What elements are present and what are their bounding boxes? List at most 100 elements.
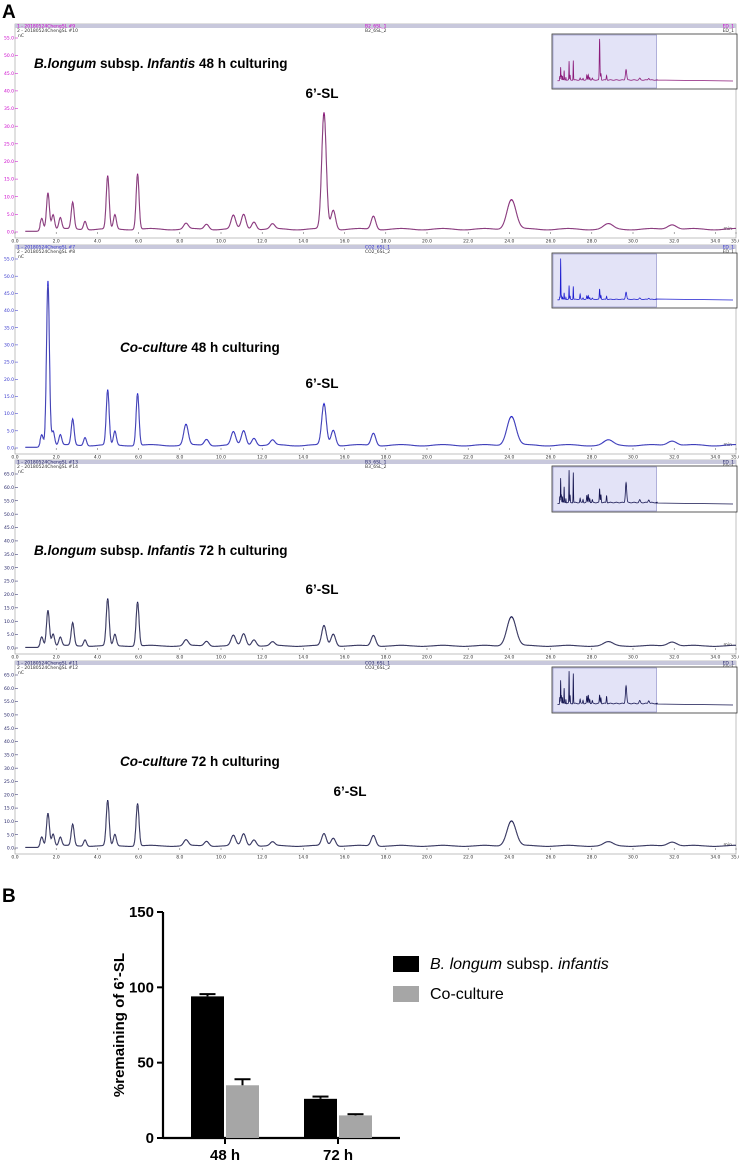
x-tick-label: 0.0 (11, 455, 18, 461)
chromatogram-trace (25, 112, 737, 232)
header-bar (15, 460, 736, 464)
y-tick-label: 100 (129, 979, 154, 996)
inset-zoom-region (552, 466, 657, 512)
chromatogram-trace (25, 598, 737, 649)
chromatogram-1: 1 - 20180524ChengSL #9 B2_6SL_1 ED_1 2 - 20… (4, 24, 739, 245)
y-tick-label: 40.0 (4, 308, 14, 314)
x-tick-label: 30.0 (628, 239, 638, 245)
inset-zoom-region (552, 667, 657, 713)
x-tick-label: 34.0 (710, 239, 720, 245)
x-tick-label: 16.0 (340, 455, 350, 461)
y-tick-label: 45.0 (4, 291, 14, 297)
header-left: 1 - 20180524ChengSL #9 (17, 24, 75, 30)
x-tick-label: 35.0 (731, 855, 739, 861)
x-tick-label: 6.0 (135, 455, 142, 461)
legend-swatch (393, 956, 419, 972)
x-tick-label: 18.0 (381, 655, 391, 661)
x-tick-label: 0.0 (11, 655, 18, 661)
y-tick-label: 55.0 (4, 257, 14, 263)
x-tick-label: 22.0 (463, 855, 473, 861)
x-tick-label: 20.0 (422, 855, 432, 861)
x-unit-label: min (724, 642, 733, 648)
x-tick-label: 4.0 (94, 455, 101, 461)
x-tick-label: 12.0 (257, 655, 267, 661)
x-tick-label: 24.0 (504, 239, 514, 245)
y-tick-label: 35.0 (4, 106, 14, 112)
y-tick-label: 150 (129, 904, 154, 921)
x-tick-label: 2.0 (53, 239, 60, 245)
chromatogram-title-part: Infantis (147, 56, 195, 71)
y-tick-label: 20.0 (4, 377, 14, 383)
x-tick-label: 20.0 (422, 655, 432, 661)
chromatogram-2: 1 - 20180524ChengSL #7 CO2_6SL_1 ED_1 2 - 2… (4, 245, 739, 461)
inset-trace (557, 258, 734, 301)
header-mid: CO2_6SL_1 (365, 245, 390, 251)
x-tick-label: 4.0 (94, 855, 101, 861)
y-tick-label: 25.0 (4, 779, 14, 785)
x-tick-label: 32.0 (669, 655, 679, 661)
legend-label-part: B. longum (430, 956, 502, 973)
x-tick-label: 26.0 (546, 455, 556, 461)
chromatogram-title-part: Co-culture (120, 754, 188, 769)
x-tick-label: 18.0 (381, 455, 391, 461)
x-tick-label: 0.0 (11, 855, 18, 861)
x-tick-label: 34.0 (710, 855, 720, 861)
x-tick-label: 35.0 (731, 655, 739, 661)
x-tick-label: 24.0 (504, 855, 514, 861)
x-tick-label: 35.0 (731, 455, 739, 461)
legend-swatch (393, 986, 419, 1002)
y-tick-label: 15.0 (4, 806, 14, 812)
chromatogram-title: Co-culture 48 h culturing (120, 340, 280, 355)
legend-label-part: infantis (558, 956, 609, 973)
x-tick-label: 2.0 (53, 455, 60, 461)
x-tick-label: 28.0 (587, 855, 597, 861)
x-tick-label: 30.0 (628, 855, 638, 861)
header-left: 2 - 20180524ChengSL #12 (17, 665, 78, 671)
chromatogram-title-part: Co-culture (120, 340, 188, 355)
y-tick-label: 65.0 (4, 673, 14, 679)
x-tick-label: 10.0 (216, 455, 226, 461)
header-left: 2 - 20180524ChengSL #8 (17, 249, 75, 255)
chromatogram-title: B.longum subsp. Infantis 48 h culturing (34, 56, 288, 71)
x-tick-label: 35.0 (731, 239, 739, 245)
inset-trace (557, 671, 734, 706)
x-tick-label: 2.0 (53, 655, 60, 661)
y-tick-label: 30.0 (4, 343, 14, 349)
y-tick-label: 10.0 (4, 194, 14, 200)
chromatogram-title-part: 48 h culturing (195, 56, 287, 71)
y-tick-label: 25.0 (4, 360, 14, 366)
header-mid: B2_6SL_2 (365, 28, 387, 34)
header-mid: B3_6SL_2 (365, 464, 387, 470)
panel-a-chromatograms: 1 - 20180524ChengSL #9 B2_6SL_1 ED_1 2 - 20… (4, 24, 739, 861)
y-tick-label: 60.0 (4, 485, 14, 491)
header-right: ED_1 (723, 661, 735, 667)
legend-label-part: subsp. (502, 956, 558, 973)
chromatogram-4: 1 - 20180524ChengSL #11 CO3_6SL_1 ED_1 2 - … (4, 661, 739, 861)
x-tick-label: 6.0 (135, 855, 142, 861)
x-tick-label: 24.0 (504, 455, 514, 461)
header-right: ED_1 (723, 249, 735, 255)
x-tick-label: 16.0 (340, 655, 350, 661)
y-unit-label: nC (18, 469, 24, 475)
bar-coculture (339, 1115, 372, 1138)
y-tick-label: 0.0 (7, 230, 14, 236)
chromatogram-title: B.longum subsp. Infantis 72 h culturing (34, 543, 288, 558)
header-bar (15, 661, 736, 665)
x-tick-label: 8.0 (176, 655, 183, 661)
header-right: ED_1 (723, 460, 735, 466)
panel-b-bar-chart: 0 50 100 150 %remaining of 6’-SL 48 h 72 h B. l… (111, 904, 609, 1164)
x-tick-label: 14.0 (298, 455, 308, 461)
y-tick-label: 0.0 (7, 846, 14, 852)
x-tick-label: 4.0 (94, 239, 101, 245)
panel-b-letter: B (2, 886, 16, 907)
x-tick-label: 6.0 (135, 655, 142, 661)
header-left: 1 - 20180524ChengSL #13 (17, 460, 78, 466)
x-tick-label: 8.0 (176, 239, 183, 245)
x-tick-label: 14.0 (298, 239, 308, 245)
legend-label: Co-culture (430, 986, 504, 1003)
x-tick-label: 10.0 (216, 239, 226, 245)
chromatogram-title-part: 72 h culturing (188, 754, 280, 769)
peak-annotation-6sl: 6’-SL (305, 582, 338, 597)
peak-annotation-6sl: 6’-SL (305, 376, 338, 391)
header-mid: CO2_6SL_2 (365, 249, 390, 255)
